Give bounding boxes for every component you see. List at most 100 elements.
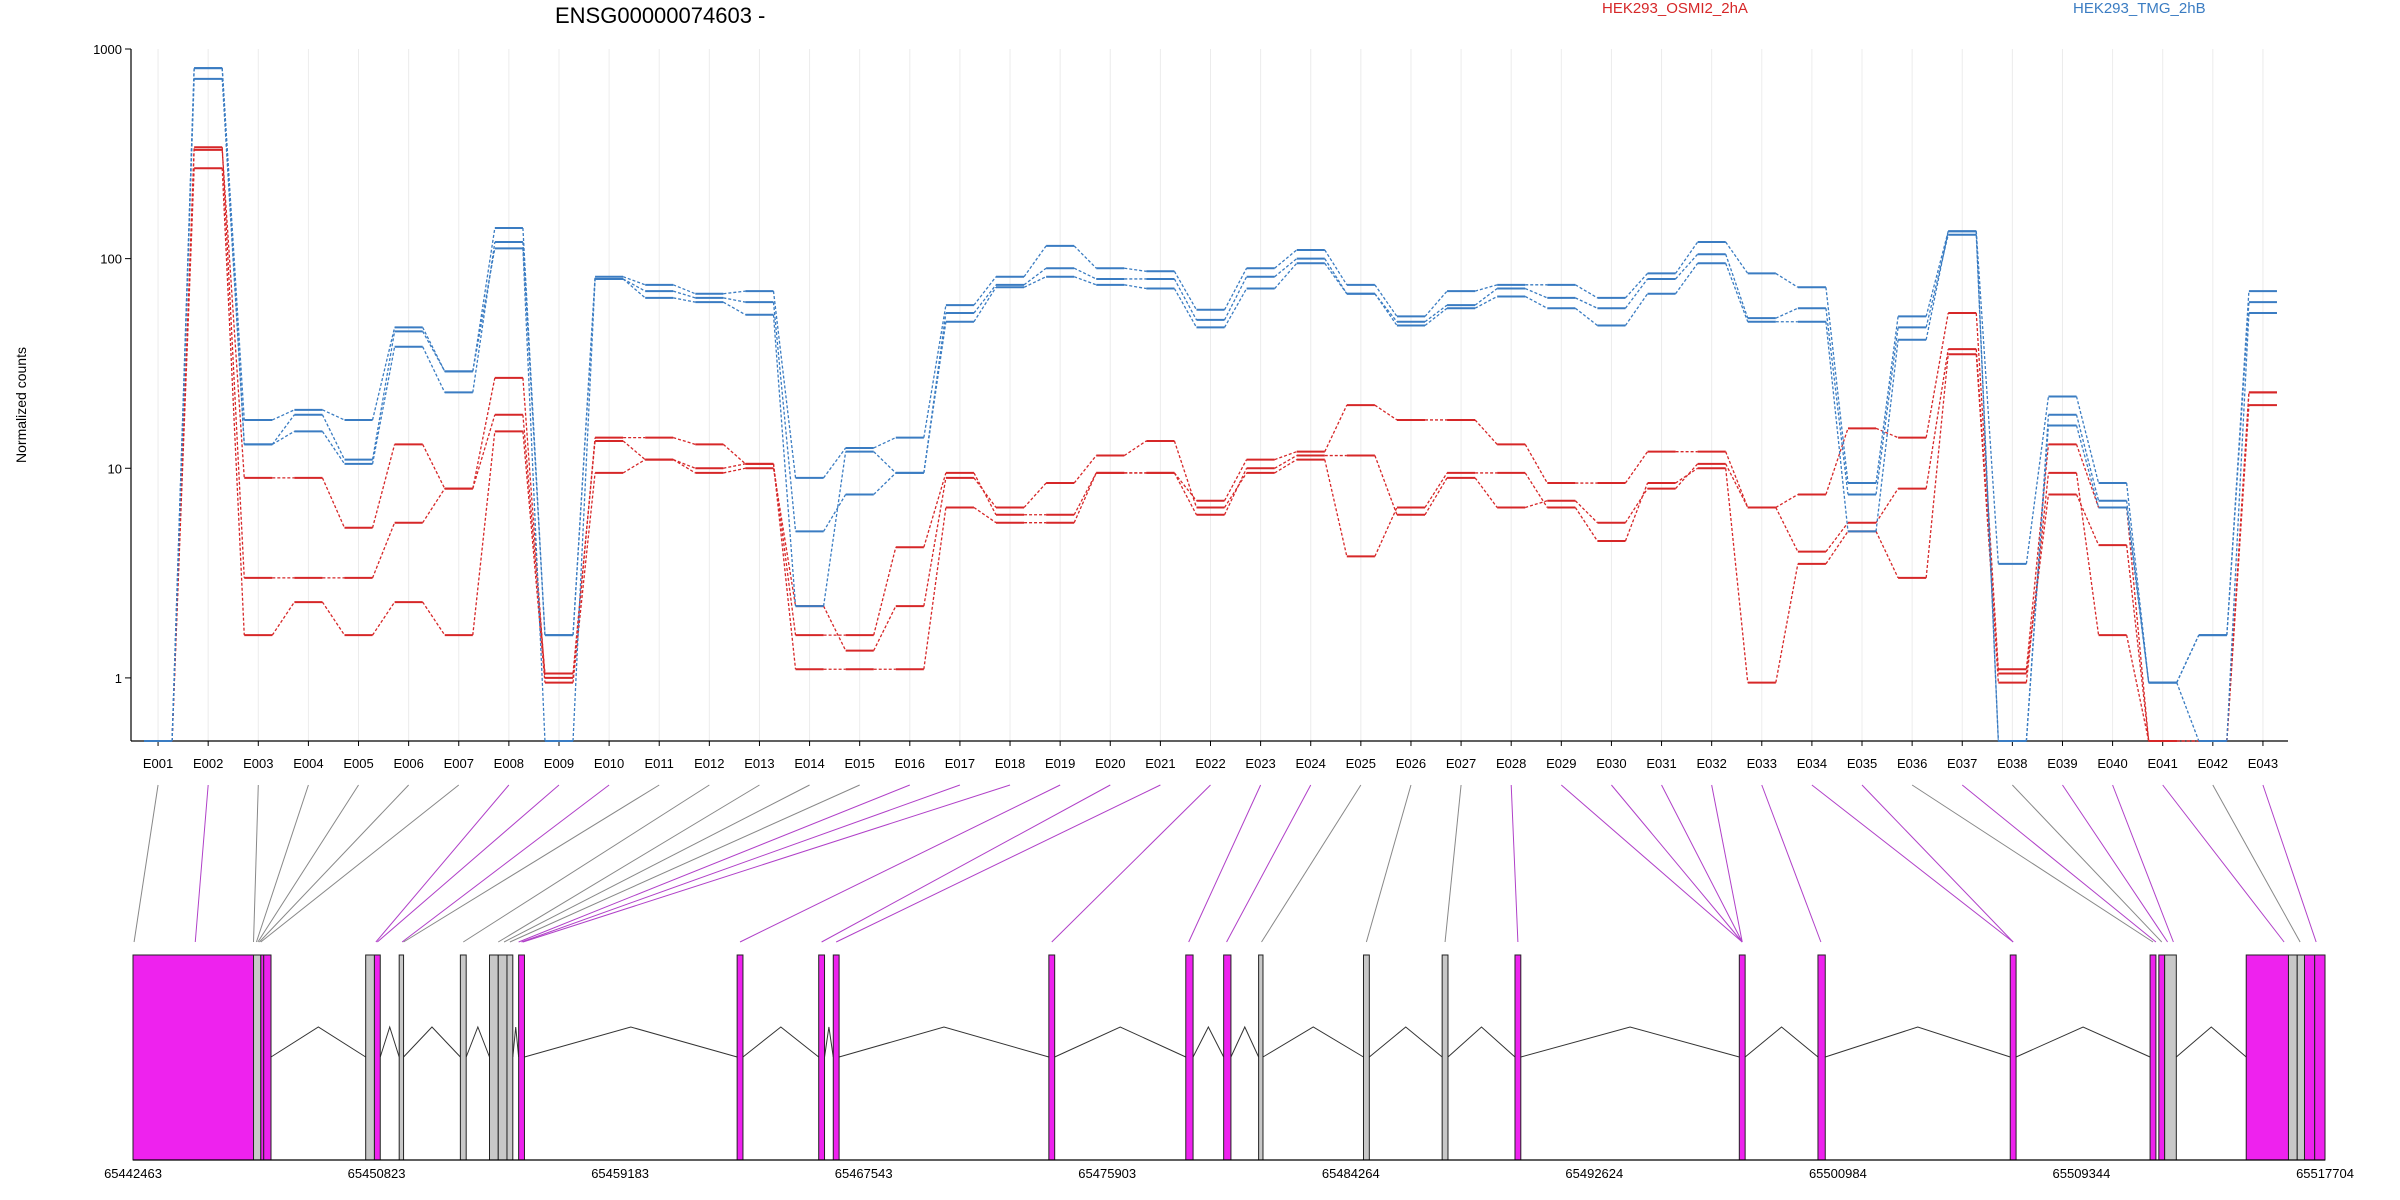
x-tick-label-e008: E008 xyxy=(494,756,524,771)
exon-link-e013 xyxy=(497,784,760,943)
y-axis-label: Normalized counts xyxy=(13,347,29,463)
x-tick-label-e031: E031 xyxy=(1646,756,1676,771)
x-tick-label-e026: E026 xyxy=(1396,756,1426,771)
x-tick-label-e011: E011 xyxy=(645,756,674,771)
exon-block xyxy=(832,954,840,1161)
exon-block xyxy=(1223,954,1232,1161)
exon-link-e011 xyxy=(403,784,660,943)
exon-link-e041 xyxy=(2162,784,2285,943)
intron-line xyxy=(742,1026,820,1058)
y-axis: 1000 100 10 1 xyxy=(93,42,132,741)
exon-block xyxy=(489,954,499,1161)
exon-link-e018 xyxy=(522,784,1011,943)
exon-block xyxy=(1185,954,1194,1161)
x-tick-label-e028: E028 xyxy=(1496,756,1526,771)
x-tick-label-e001: E001 xyxy=(143,756,173,771)
exon-link-e033 xyxy=(1761,784,1822,943)
intron-line xyxy=(1744,1026,1819,1058)
exon-link-e040 xyxy=(2112,784,2174,943)
exon-link-e002 xyxy=(194,784,209,943)
exon-block xyxy=(2296,954,2305,1161)
x-tick-label-e014: E014 xyxy=(794,756,824,771)
genomic-coordinate-label: 65517704 xyxy=(2296,1166,2354,1181)
y-tick-label: 10 xyxy=(108,461,122,476)
x-tick-label-e020: E020 xyxy=(1095,756,1125,771)
x-tick-label-e034: E034 xyxy=(1797,756,1827,771)
chart-title: ENSG00000074603 - xyxy=(555,3,765,28)
x-tick-label-e027: E027 xyxy=(1446,756,1476,771)
x-tick-label-e035: E035 xyxy=(1847,756,1877,771)
genomic-coordinate-label: 65492624 xyxy=(1565,1166,1623,1181)
exon-link-e004 xyxy=(255,784,309,943)
exon-link-e019 xyxy=(739,784,1061,943)
series-connector xyxy=(171,168,2250,742)
intron-line xyxy=(1192,1025,1225,1058)
exon-link-e023 xyxy=(1188,784,1262,943)
x-tick-label-e012: E012 xyxy=(694,756,724,771)
series-6 xyxy=(144,67,2277,742)
exon-connector-lines xyxy=(133,784,2317,943)
genomic-coordinate-label: 65500984 xyxy=(1809,1166,1867,1181)
intron-line xyxy=(1369,1026,1443,1058)
genomic-coordinate-axis: 65442463 65450823 65459183 65467543 65475903… xyxy=(104,1159,2354,1181)
x-tick-label-e018: E018 xyxy=(995,756,1025,771)
exon-link-e006 xyxy=(258,784,410,943)
exon-link-e017 xyxy=(521,784,961,943)
genomic-coordinate-label: 65509344 xyxy=(2053,1166,2111,1181)
exon-block xyxy=(459,954,467,1161)
exon-link-e038 xyxy=(2011,784,2163,943)
x-tick-label-e007: E007 xyxy=(444,756,474,771)
exon-block xyxy=(365,954,375,1161)
intron-line xyxy=(1825,1026,2011,1058)
exon-link-e014 xyxy=(503,784,810,943)
exon-link-e030 xyxy=(1611,784,1743,943)
exon-block xyxy=(1048,954,1056,1161)
exon-link-e005 xyxy=(257,784,359,943)
intron-line xyxy=(1230,1025,1260,1058)
x-tick-label-e017: E017 xyxy=(945,756,975,771)
intron-line xyxy=(1447,1026,1516,1058)
exon-block xyxy=(2164,954,2177,1161)
exon-block xyxy=(736,954,744,1161)
x-tick-label-e042: E042 xyxy=(2198,756,2228,771)
exon-block xyxy=(1817,954,1826,1161)
series-4 xyxy=(144,67,2277,742)
exon-link-e039 xyxy=(2062,784,2168,943)
exon-block xyxy=(253,954,262,1161)
x-tick-label-e025: E025 xyxy=(1346,756,1376,771)
x-tick-label-e033: E033 xyxy=(1747,756,1777,771)
exon-block xyxy=(398,954,405,1161)
exon-block xyxy=(132,954,255,1161)
x-tick-label-e022: E022 xyxy=(1195,756,1225,771)
x-tick-label-e036: E036 xyxy=(1897,756,1927,771)
exon-block xyxy=(373,954,381,1161)
intron-line xyxy=(824,1026,834,1058)
exon-block xyxy=(2009,954,2017,1161)
genomic-coordinate-label: 65459183 xyxy=(591,1166,649,1181)
x-tick-label-e040: E040 xyxy=(2097,756,2127,771)
x-tick-label-e019: E019 xyxy=(1045,756,1075,771)
exon-link-e021 xyxy=(835,784,1161,943)
exon-block xyxy=(2245,954,2289,1161)
exon-block xyxy=(1258,954,1264,1161)
exon-block xyxy=(1362,954,1370,1161)
exon-block xyxy=(2287,954,2298,1161)
intron-line xyxy=(1520,1026,1740,1058)
exon-link-e010 xyxy=(401,784,610,943)
exon-link-e015 xyxy=(509,784,860,943)
exon-link-e012 xyxy=(463,784,710,943)
intron-line xyxy=(512,1026,520,1058)
x-tick-label-e030: E030 xyxy=(1596,756,1626,771)
exon-link-e032 xyxy=(1711,784,1743,943)
x-tick-label-e043: E043 xyxy=(2248,756,2278,771)
x-tick-label-e009: E009 xyxy=(544,756,574,771)
x-tick-label-e005: E005 xyxy=(343,756,373,771)
exon-block xyxy=(506,954,514,1161)
exon-link-e024 xyxy=(1226,784,1312,943)
exon-link-e022 xyxy=(1051,784,1211,943)
x-tick-label-e003: E003 xyxy=(243,756,273,771)
exon-link-e001 xyxy=(133,784,159,943)
x-tick-label-e006: E006 xyxy=(393,756,423,771)
x-tick-label-e023: E023 xyxy=(1245,756,1275,771)
